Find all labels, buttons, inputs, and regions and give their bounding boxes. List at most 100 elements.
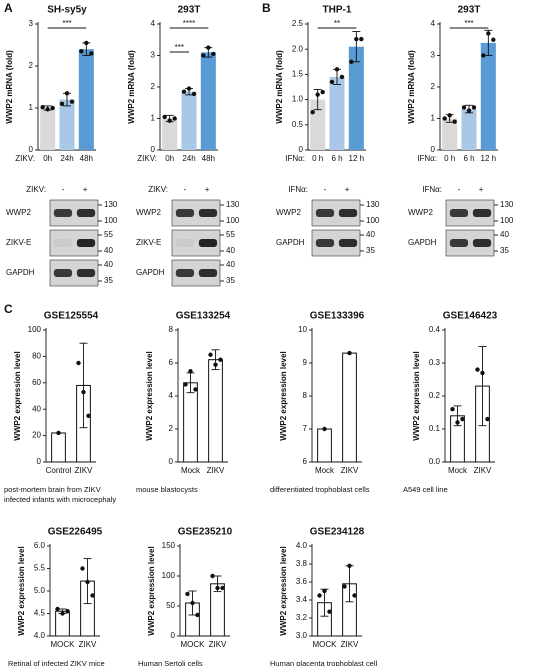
x-tick-label: ZIKV: [341, 466, 359, 475]
y-tick-label: 4: [151, 19, 156, 28]
caption: mouse blastocysts: [136, 485, 198, 494]
y-tick-label: 6: [303, 457, 308, 466]
data-point: [84, 40, 89, 46]
y-tick-label: 2: [169, 424, 174, 433]
y-tick-label: 1: [151, 114, 156, 123]
y-tick-label: 5.5: [34, 564, 46, 573]
blot-lane: +: [83, 185, 88, 194]
y-tick-label: 0: [171, 631, 176, 640]
blot-lane: -: [324, 185, 327, 194]
blot-band: [472, 239, 492, 247]
chart-title: 293T: [458, 5, 481, 16]
x-tick-label: Mock: [448, 466, 468, 475]
y-tick-label: 5.0: [34, 586, 46, 595]
data-point: [183, 382, 188, 387]
chart-title: GSE125554: [44, 311, 99, 322]
bar: [51, 432, 66, 463]
data-point: [339, 74, 345, 80]
caption: Human Sertoli cells: [138, 659, 203, 666]
significance-label: ***: [464, 19, 473, 28]
data-point: [211, 51, 216, 57]
y-axis-label: WWP2 expression level: [279, 351, 288, 440]
data-point: [191, 91, 197, 97]
data-point: [486, 31, 491, 36]
blot-row-label: GAPDH: [276, 238, 305, 247]
blot-band: [198, 269, 218, 277]
blot-band: [175, 209, 195, 217]
data-point: [208, 352, 213, 357]
marker-label: 35: [500, 246, 509, 255]
y-tick-label: 1.0: [292, 95, 304, 104]
x-tick-label: Mock: [315, 466, 335, 475]
data-point: [320, 89, 325, 95]
y-tick-label: 0.5: [292, 120, 304, 129]
x-axis-label: ZIKV:: [137, 154, 157, 163]
data-point: [349, 59, 354, 64]
y-axis-label: WWP2 expression level: [412, 351, 421, 440]
y-tick-label: 0.3: [429, 358, 441, 367]
data-point: [315, 92, 320, 97]
x-tick-label: ZIKV: [341, 640, 359, 649]
blot-band: [449, 209, 469, 217]
y-tick-label: 3: [29, 19, 34, 28]
x-tick-label: Mock: [181, 466, 201, 475]
data-point: [342, 584, 347, 589]
y-tick-label: 1.5: [292, 70, 304, 79]
blot-treatment: ZIKV:: [148, 185, 168, 194]
y-tick-label: 8: [169, 325, 174, 334]
y-tick-label: 4.0: [296, 541, 308, 550]
x-tick-label: 12 h: [481, 154, 497, 163]
data-point: [190, 600, 195, 606]
y-axis-label: WWP2 mRNA (fold): [407, 50, 416, 124]
y-axis-label: WWP2 expression level: [145, 351, 154, 440]
data-point: [485, 416, 490, 422]
y-tick-label: 0: [29, 145, 34, 154]
y-tick-label: 7: [303, 424, 308, 433]
blot-row-label: WWP2: [408, 208, 433, 217]
marker-label: 100: [366, 216, 380, 225]
data-point: [491, 37, 496, 42]
marker-label: 130: [226, 200, 240, 209]
marker-label: 100: [104, 216, 118, 225]
data-point: [76, 360, 81, 366]
data-point: [55, 606, 60, 612]
blot-lane: +: [345, 185, 350, 194]
data-point: [347, 563, 352, 568]
chart-title: SH-sy5y: [47, 5, 87, 16]
data-point: [188, 369, 193, 374]
x-tick-label: ZIKV: [75, 466, 93, 475]
blot-band: [338, 239, 358, 247]
y-tick-label: 3.0: [296, 631, 308, 640]
panel-label: C: [4, 302, 13, 316]
blot-band: [198, 209, 218, 217]
y-axis-label: WWP2 mRNA (fold): [275, 50, 284, 124]
marker-label: 40: [500, 230, 509, 239]
data-point: [322, 588, 327, 594]
y-tick-label: 0.0: [429, 457, 441, 466]
bar: [40, 108, 56, 150]
x-tick-label: 0h: [165, 154, 174, 163]
blot-treatment: ZIKV:: [26, 185, 46, 194]
data-point: [206, 45, 211, 50]
data-point: [452, 119, 457, 124]
x-tick-label: ZIKV: [207, 466, 225, 475]
blot-band: [175, 239, 195, 247]
y-tick-label: 2: [431, 82, 436, 91]
bar: [342, 352, 357, 463]
x-tick-label: 6 h: [331, 154, 342, 163]
data-point: [90, 593, 95, 598]
data-point: [172, 116, 177, 121]
y-tick-label: 0: [431, 145, 436, 154]
y-tick-label: 20: [32, 431, 41, 440]
data-point: [201, 53, 206, 58]
blot-image: [171, 229, 221, 257]
data-point: [310, 110, 315, 115]
caption: A549 cell line: [403, 485, 448, 494]
blot-band: [472, 209, 492, 217]
blot-lane: -: [62, 185, 65, 194]
blot-lane: -: [458, 185, 461, 194]
chart-title: GSE226495: [48, 527, 103, 538]
data-point: [460, 416, 465, 422]
marker-label: 130: [366, 200, 380, 209]
x-tick-label: ZIKV: [209, 640, 227, 649]
